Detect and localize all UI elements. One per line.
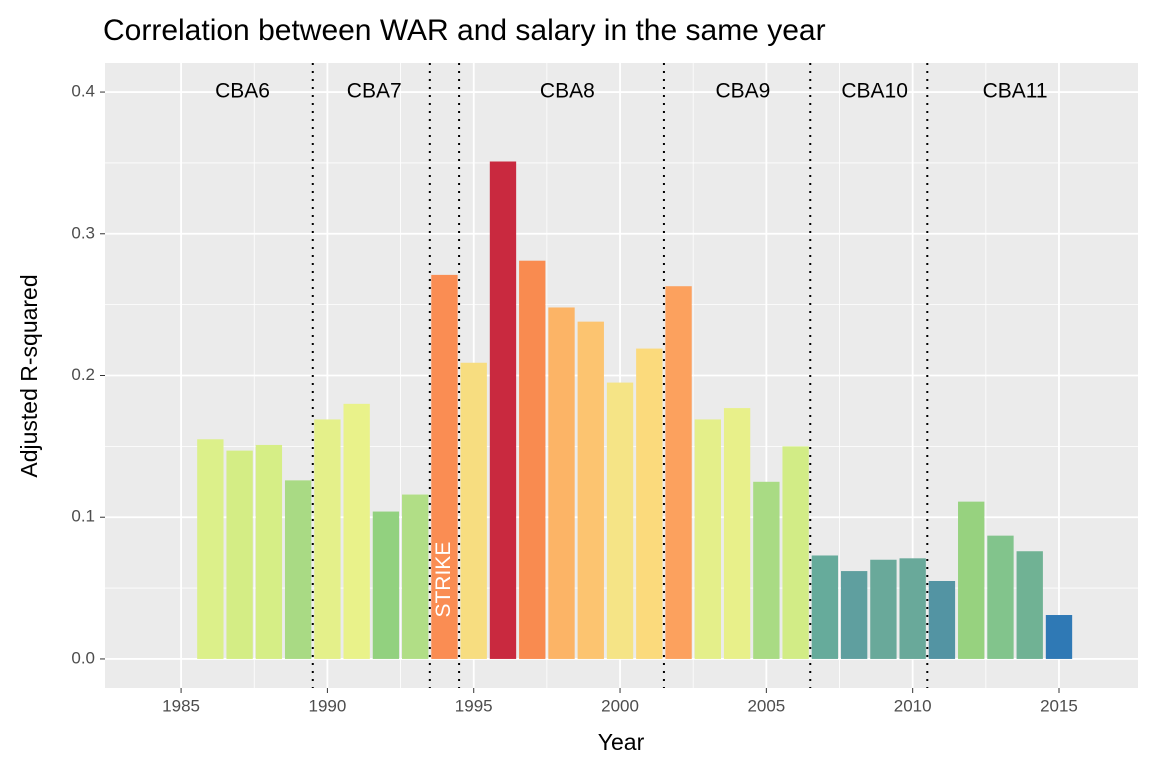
bar <box>431 274 458 659</box>
bar <box>987 535 1014 659</box>
y-tick-label: 0.2 <box>71 365 95 384</box>
x-tick-label: 2010 <box>894 696 932 715</box>
x-tick-label: 1990 <box>308 696 346 715</box>
bar <box>372 511 400 659</box>
bar <box>694 419 721 659</box>
bar <box>226 450 253 659</box>
bar <box>958 501 985 659</box>
bar <box>636 348 663 659</box>
bar <box>197 439 224 659</box>
x-axis-title: Year <box>598 729 645 755</box>
y-axis-title: Adjusted R-squared <box>16 274 42 477</box>
bar <box>928 580 956 659</box>
bar <box>255 444 283 659</box>
annotation: CBA7 <box>347 80 402 103</box>
bar <box>899 558 926 659</box>
bar <box>548 307 575 659</box>
bar <box>840 571 868 659</box>
annotation: CBA11 <box>983 80 1048 103</box>
y-tick-label: 0.0 <box>71 648 95 667</box>
bar <box>782 446 809 659</box>
bar <box>314 419 341 659</box>
bar <box>284 480 312 659</box>
bar <box>1016 551 1043 659</box>
y-tick-label: 0.3 <box>71 223 95 242</box>
bar <box>723 408 751 659</box>
annotation: CBA9 <box>716 80 771 103</box>
bar <box>460 362 487 659</box>
x-tick-label: 2005 <box>747 696 785 715</box>
bar <box>811 555 839 659</box>
bar <box>519 260 546 659</box>
annotation: CBA8 <box>540 80 595 103</box>
x-tick-label: 1985 <box>162 696 200 715</box>
chart-title: Correlation between WAR and salary in th… <box>103 14 826 47</box>
bar <box>343 403 370 659</box>
annotation: CBA10 <box>841 80 908 103</box>
annotation: CBA6 <box>215 80 270 103</box>
bar <box>753 481 780 659</box>
bar <box>606 382 634 659</box>
x-tick-label: 2000 <box>601 696 639 715</box>
bar <box>870 559 897 659</box>
annotation: STRIKE <box>432 542 455 618</box>
x-tick-label: 1995 <box>455 696 493 715</box>
x-tick-label: 2015 <box>1040 696 1078 715</box>
y-tick-label: 0.4 <box>71 82 95 101</box>
bar <box>577 321 604 659</box>
y-tick-label: 0.1 <box>71 507 95 526</box>
bar <box>489 161 517 659</box>
bar <box>402 494 429 659</box>
bar <box>1045 615 1073 659</box>
bar <box>665 286 692 659</box>
